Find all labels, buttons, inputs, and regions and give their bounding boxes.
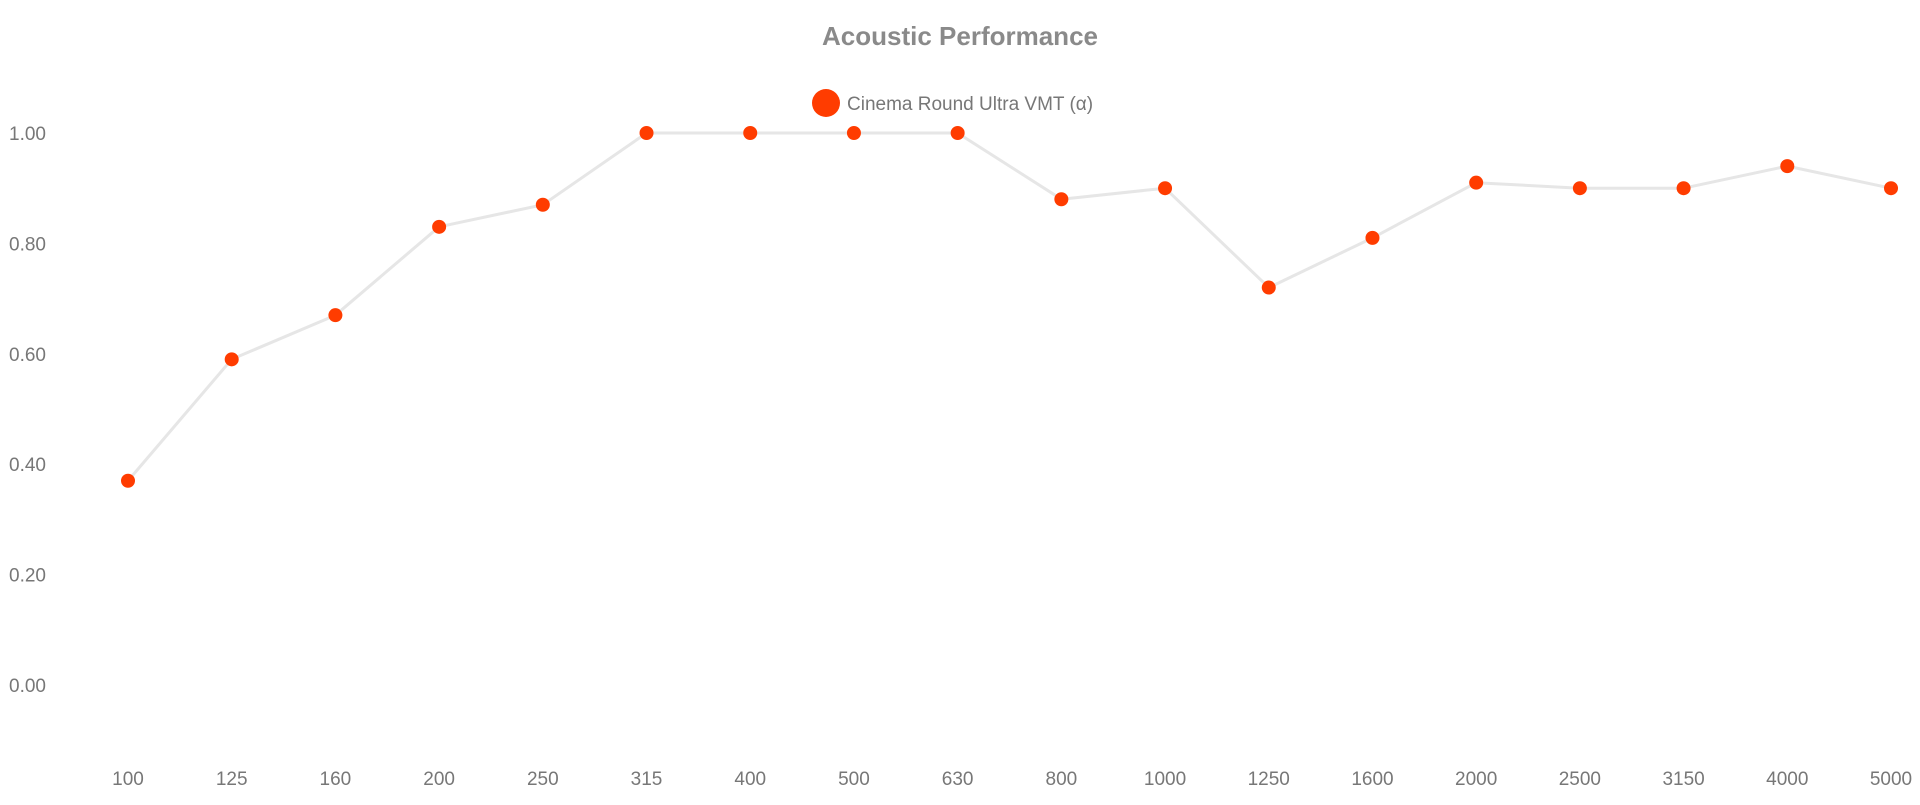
x-tick-label: 315 bbox=[631, 769, 663, 790]
data-point[interactable] bbox=[535, 197, 550, 212]
y-tick-label: 0.20 bbox=[9, 566, 46, 587]
y-tick-label: 0.80 bbox=[9, 234, 46, 255]
data-point[interactable] bbox=[1054, 192, 1069, 207]
y-tick-label: 0.40 bbox=[9, 455, 46, 476]
x-tick-label: 2000 bbox=[1455, 769, 1497, 790]
data-point[interactable] bbox=[639, 126, 654, 140]
data-point[interactable] bbox=[1261, 280, 1276, 295]
data-point[interactable] bbox=[1780, 159, 1795, 174]
x-tick-label: 160 bbox=[320, 769, 352, 790]
legend-marker bbox=[812, 89, 840, 117]
y-tick-label: 0.00 bbox=[9, 676, 46, 697]
legend-label: Cinema Round Ultra VMT (α) bbox=[847, 94, 1093, 115]
data-point[interactable] bbox=[1884, 181, 1898, 196]
x-tick-label: 100 bbox=[112, 769, 144, 790]
data-point[interactable] bbox=[432, 219, 447, 234]
x-tick-label: 3150 bbox=[1662, 769, 1704, 790]
data-point[interactable] bbox=[121, 473, 135, 488]
data-point[interactable] bbox=[950, 126, 965, 140]
x-tick-label: 800 bbox=[1046, 769, 1078, 790]
x-axis: 100 125 160 200 250 315 400 500 630 800 1000 1250 16… bbox=[112, 769, 1912, 790]
data-point[interactable] bbox=[1158, 181, 1173, 196]
x-tick-label: 1600 bbox=[1351, 769, 1393, 790]
x-tick-label: 2500 bbox=[1559, 769, 1601, 790]
data-point[interactable] bbox=[224, 352, 239, 367]
data-point[interactable] bbox=[1365, 230, 1380, 245]
x-tick-label: 500 bbox=[838, 769, 870, 790]
y-tick-label: 0.60 bbox=[9, 345, 46, 366]
x-tick-label: 4000 bbox=[1766, 769, 1808, 790]
x-tick-label: 400 bbox=[734, 769, 766, 790]
data-point[interactable] bbox=[846, 126, 861, 140]
x-tick-label: 5000 bbox=[1870, 769, 1912, 790]
data-point[interactable] bbox=[743, 126, 758, 140]
data-point[interactable] bbox=[1469, 175, 1484, 190]
series bbox=[121, 126, 1898, 488]
data-point[interactable] bbox=[1572, 181, 1587, 196]
y-axis: 0.00 0.20 0.40 0.60 0.80 1.00 bbox=[9, 124, 46, 697]
legend[interactable]: Cinema Round Ultra VMT (α) bbox=[812, 89, 1093, 117]
data-point[interactable] bbox=[328, 308, 343, 323]
x-tick-label: 200 bbox=[423, 769, 455, 790]
x-tick-label: 630 bbox=[942, 769, 974, 790]
x-tick-label: 125 bbox=[216, 769, 248, 790]
series-line bbox=[126, 131, 1892, 482]
y-tick-label: 1.00 bbox=[9, 124, 46, 145]
chart-title: Acoustic Performance bbox=[822, 21, 1098, 51]
x-tick-label: 1250 bbox=[1248, 769, 1290, 790]
x-tick-label: 1000 bbox=[1144, 769, 1186, 790]
x-tick-label: 250 bbox=[527, 769, 559, 790]
data-point[interactable] bbox=[1676, 181, 1691, 196]
